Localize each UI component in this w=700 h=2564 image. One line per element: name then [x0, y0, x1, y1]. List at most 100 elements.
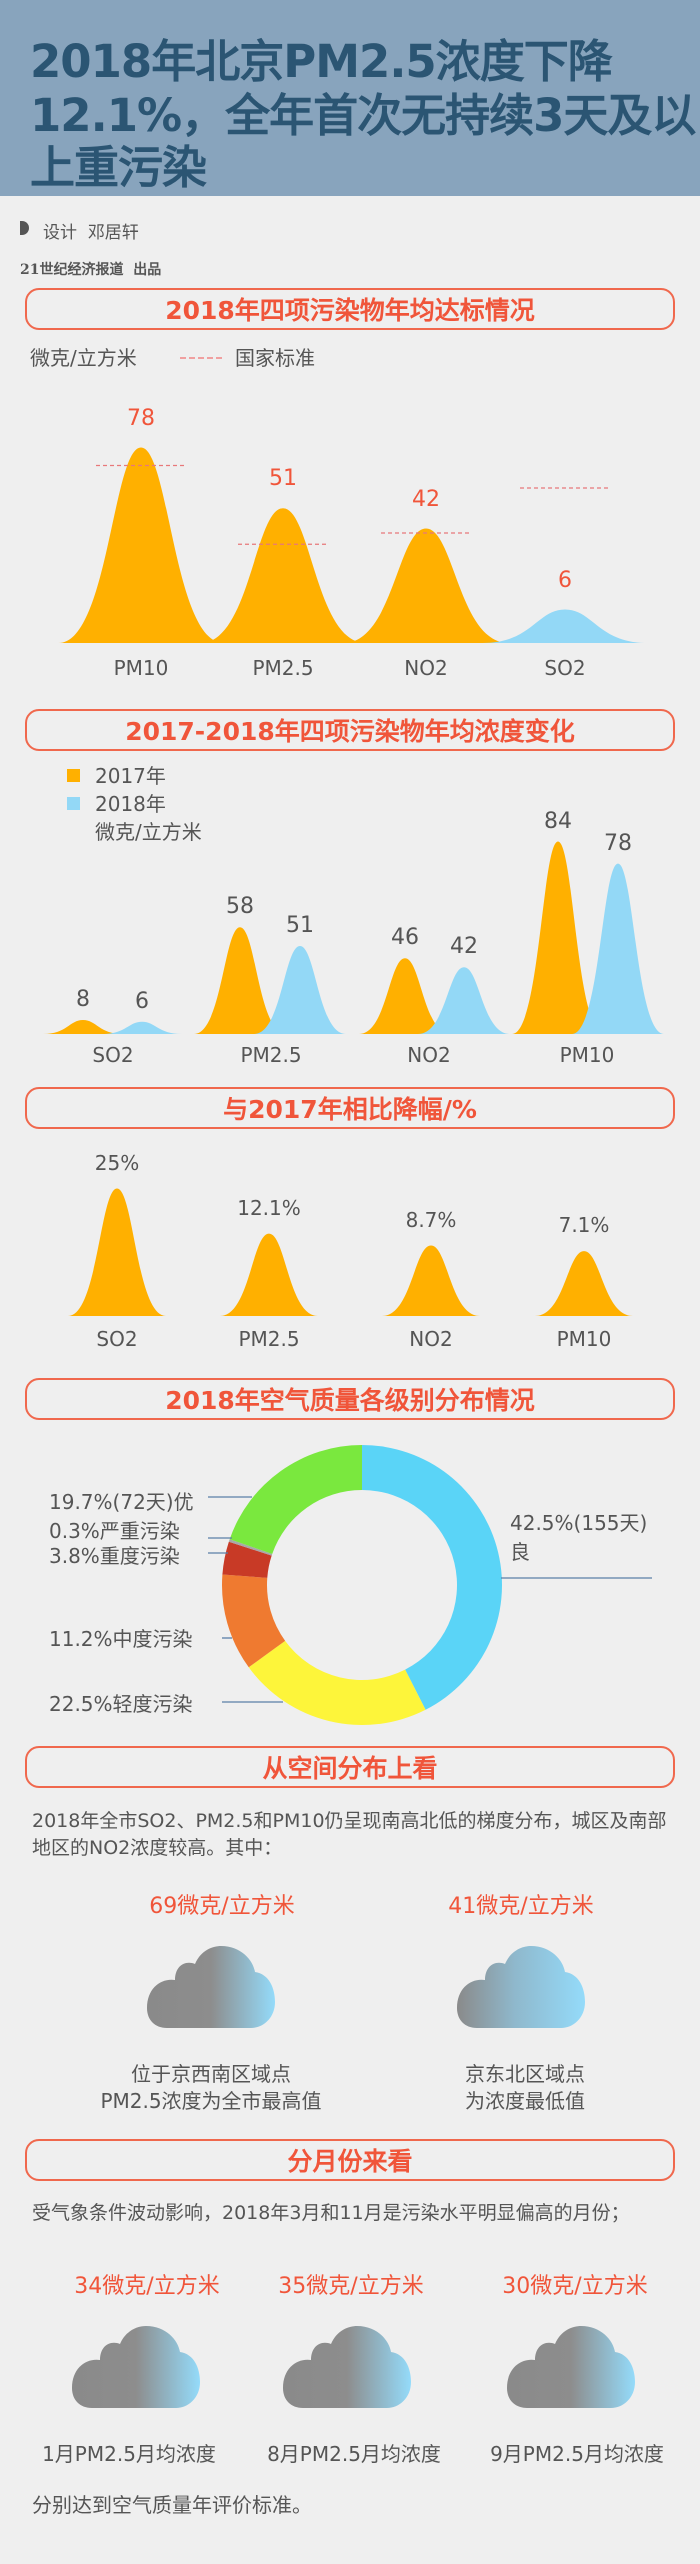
category-label: PM2.5 — [240, 1043, 302, 1067]
category-label: SO2 — [96, 1327, 138, 1351]
half-circle-icon — [20, 221, 29, 235]
slice-label-good-name: 良 — [510, 1540, 530, 1564]
slice-label-severe: 0.3%严重污染 — [49, 1519, 180, 1543]
legend-standard-label: 国家标准 — [235, 346, 315, 370]
donut-slice-严重污染 — [228, 1539, 273, 1556]
legend-2018-swatch — [67, 797, 80, 810]
slice-label-moderate: 11.2%中度污染 — [49, 1627, 193, 1651]
monthly-caption-jan: 1月PM2.5月均浓度 — [42, 2442, 216, 2466]
slice-label-good: 42.5%(155天) — [510, 1511, 648, 1535]
bell-2017年-PM10 — [512, 841, 604, 1034]
data-label: 25% — [94, 1150, 140, 1175]
section-title: 2017-2018年四项污染物年均浓度变化 — [125, 717, 575, 746]
data-label: 7.1% — [558, 1213, 610, 1238]
bell-2018年-NO2 — [418, 967, 510, 1034]
category-label: SO2 — [544, 656, 586, 680]
section-title: 2018年四项污染物年均达标情况 — [165, 296, 535, 325]
section-title: 从空间分布上看 — [262, 1754, 438, 1783]
category-label: PM2.5 — [238, 1327, 300, 1351]
bell-so2 — [482, 609, 648, 643]
section-header-decrease: 与2017年相比降幅/% — [25, 1087, 675, 1129]
section-title: 与2017年相比降幅/% — [223, 1095, 477, 1124]
section-header-change: 2017-2018年四项污染物年均浓度变化 — [25, 709, 675, 751]
data-label: 58 — [226, 894, 254, 920]
section-header-air-quality: 2018年空气质量各级别分布情况 — [25, 1378, 675, 1420]
spatial-value-low: 41微克/立方米 — [448, 1894, 594, 1919]
data-label: 46 — [391, 925, 419, 951]
data-label: 8.7% — [405, 1207, 457, 1232]
bell-no2 — [343, 528, 509, 643]
category-label: PM10 — [113, 656, 169, 680]
section-header-standards: 2018年四项污染物年均达标情况 — [25, 288, 675, 330]
bell-2017年-PM2.5 — [194, 927, 286, 1034]
data-label: 78 — [127, 405, 155, 431]
donut-slice-轻度污染 — [248, 1640, 426, 1725]
donut-slice-良 — [362, 1445, 503, 1710]
spatial-value-high: 69微克/立方米 — [149, 1894, 295, 1919]
headline-line-3: 上重污染 — [30, 141, 207, 194]
bell-PM10 — [535, 1251, 633, 1316]
unit-label: 微克/立方米 — [95, 820, 202, 844]
slice-label-heavy: 3.8%重度污染 — [49, 1544, 180, 1568]
category-label: NO2 — [409, 1327, 453, 1351]
spatial-description: 2018年全市SO2、PM2.5和PM10仍呈现南高北低的梯度分布，城区及南部地… — [32, 1810, 667, 1859]
legend-2017-label: 2017年 — [95, 764, 166, 788]
spatial-caption-low-2: 为浓度最低值 — [465, 2089, 585, 2113]
bell-PM2.5 — [220, 1233, 318, 1316]
category-label: SO2 — [92, 1043, 134, 1067]
bell-SO2 — [68, 1188, 166, 1316]
data-label: 6 — [135, 988, 149, 1014]
legend-2017-swatch — [67, 769, 80, 782]
slice-label-excellent: 19.7%(72天)优 — [49, 1490, 194, 1514]
monthly-footer: 分别达到空气质量年评价标准。 — [32, 2493, 312, 2517]
headline-line-2: 12.1%，全年首次无持续3天及以 — [30, 89, 696, 142]
spatial-caption-high-2: PM2.5浓度为全市最高值 — [100, 2089, 322, 2113]
designer-credit: 设计 邓居轩 — [43, 218, 139, 243]
data-label: 51 — [286, 912, 314, 938]
designer-name: 邓居轩 — [87, 223, 139, 243]
donut-slice-优 — [229, 1445, 362, 1554]
legend-2018-label: 2018年 — [95, 792, 166, 816]
section-title: 2018年空气质量各级别分布情况 — [165, 1386, 535, 1415]
spatial-caption-high-1: 位于京西南区域点 — [131, 2062, 291, 2086]
bell-pm10 — [58, 447, 224, 643]
monthly-value-aug: 35微克/立方米 — [278, 2274, 424, 2299]
bell-NO2 — [382, 1245, 480, 1316]
bell-pm2.5 — [200, 508, 366, 643]
cloud-icon — [457, 1946, 585, 2028]
cloud-icon — [147, 1946, 275, 2028]
monthly-value-jan: 34微克/立方米 — [74, 2274, 220, 2299]
monthly-caption-aug: 8月PM2.5月均浓度 — [267, 2442, 441, 2466]
data-label: 42 — [450, 934, 478, 960]
bell-2017年-SO2 — [43, 1019, 123, 1034]
bell-2017年-NO2 — [359, 958, 451, 1034]
data-label: 78 — [604, 830, 632, 856]
donut-slice-中度污染 — [222, 1574, 286, 1668]
data-label: 12.1% — [237, 1195, 301, 1220]
category-label: PM2.5 — [252, 656, 314, 680]
cloud-icon — [283, 2326, 411, 2408]
data-label: 84 — [544, 808, 572, 834]
designer-label: 设计 — [43, 223, 77, 243]
monthly-description: 受气象条件波动影响，2018年3月和11月是污染水平明显偏高的月份； — [32, 2202, 630, 2224]
data-label: 51 — [269, 466, 297, 492]
section-header-spatial: 从空间分布上看 — [25, 1746, 675, 1788]
legend-standard-dash — [180, 357, 222, 359]
bell-2018年-SO2 — [102, 1021, 182, 1034]
category-label: NO2 — [404, 656, 448, 680]
monthly-caption-sep: 9月PM2.5月均浓度 — [490, 2442, 664, 2466]
cloud-icon — [507, 2326, 635, 2408]
unit-label: 微克/立方米 — [30, 346, 137, 370]
category-label: PM10 — [559, 1043, 615, 1067]
section-title: 分月份来看 — [287, 2147, 413, 2176]
category-label: PM10 — [556, 1327, 612, 1351]
cloud-icon — [72, 2326, 200, 2408]
publisher-credit: 21世纪经济报道 出品 — [20, 262, 162, 278]
slice-label-light: 22.5%轻度污染 — [49, 1692, 193, 1716]
headline-line-1: 2018年北京PM2.5浓度下降 — [30, 35, 613, 88]
data-label: 6 — [558, 567, 572, 593]
data-label: 8 — [76, 986, 90, 1012]
bell-2018年-PM2.5 — [254, 945, 346, 1034]
data-label: 42 — [412, 486, 440, 512]
